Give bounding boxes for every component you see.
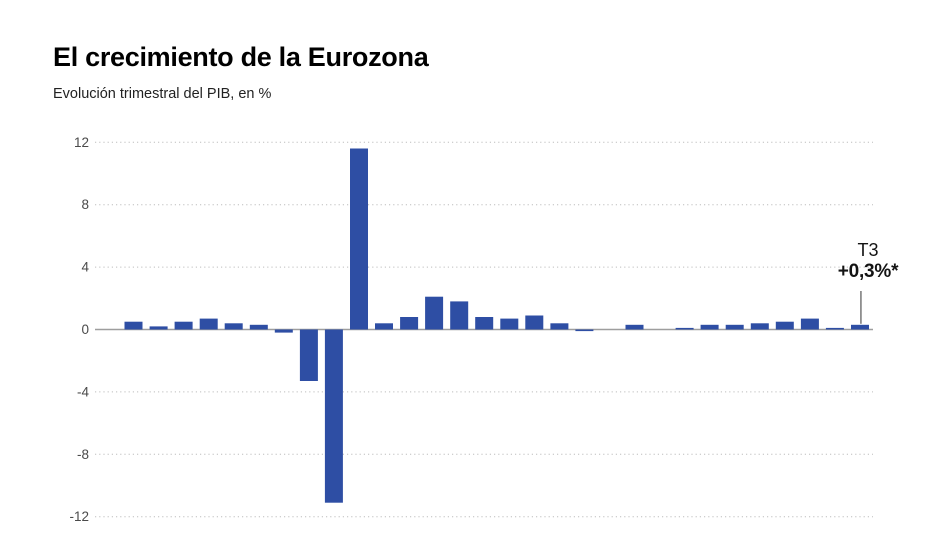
bar xyxy=(124,321,143,330)
bar xyxy=(475,317,494,330)
bar xyxy=(525,315,544,330)
bar xyxy=(825,327,844,330)
y-tick-label: 0 xyxy=(81,322,89,337)
y-tick-label: 4 xyxy=(81,260,89,275)
bar xyxy=(775,321,794,330)
y-tick-label: -8 xyxy=(77,447,89,462)
bar xyxy=(299,329,318,381)
y-tick-label: -12 xyxy=(69,509,89,524)
bar xyxy=(500,318,519,330)
annotation-quarter-label: T3 xyxy=(857,240,879,260)
bar xyxy=(274,329,293,333)
bar xyxy=(575,329,594,332)
bar xyxy=(851,324,869,330)
y-tick-label: 12 xyxy=(74,135,89,150)
y-tick-label: 8 xyxy=(81,197,89,212)
annotation-value-label: +0,3%* xyxy=(837,261,899,282)
bar xyxy=(450,301,469,330)
bar xyxy=(199,318,218,330)
bar xyxy=(224,323,243,330)
bar xyxy=(375,323,393,330)
bar xyxy=(700,324,719,330)
y-tick-label: -4 xyxy=(77,384,89,399)
chart-title: El crecimiento de la Eurozona xyxy=(53,42,429,72)
bar xyxy=(675,327,694,330)
bar xyxy=(400,317,419,330)
bar xyxy=(425,296,444,330)
bar xyxy=(350,148,368,330)
bar xyxy=(249,324,268,330)
bar xyxy=(625,324,644,330)
bar xyxy=(550,323,569,330)
last-bar-annotation: T3 +0,3%* xyxy=(829,240,907,282)
bar xyxy=(750,323,769,330)
bar xyxy=(725,324,744,330)
bar xyxy=(324,329,343,503)
bar xyxy=(800,318,819,330)
bar xyxy=(149,326,168,330)
chart-subtitle: Evolución trimestral del PIB, en % xyxy=(53,86,272,102)
bar xyxy=(174,321,193,330)
